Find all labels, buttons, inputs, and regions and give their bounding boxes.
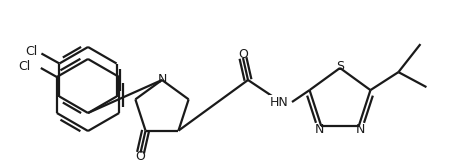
Text: Cl: Cl xyxy=(25,45,37,58)
Text: O: O xyxy=(238,48,248,61)
Text: N: N xyxy=(157,73,167,86)
Text: O: O xyxy=(136,150,145,163)
Text: S: S xyxy=(336,60,344,73)
Text: Cl: Cl xyxy=(18,61,31,73)
Text: N: N xyxy=(356,123,365,136)
Text: N: N xyxy=(314,123,324,136)
Text: HN: HN xyxy=(270,96,288,109)
